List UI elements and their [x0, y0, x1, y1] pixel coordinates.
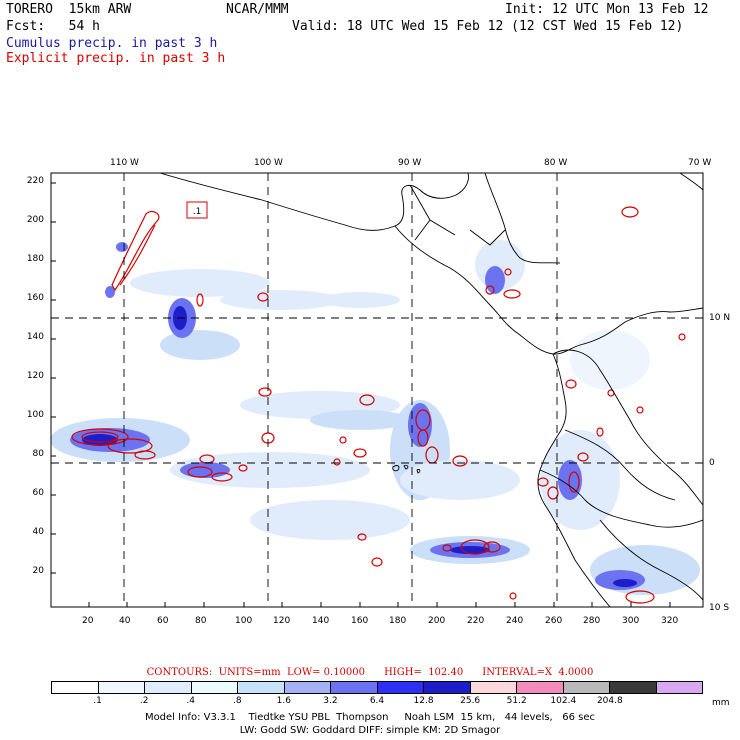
map-frame: [50, 172, 704, 608]
colorbar-cell: [144, 682, 191, 693]
colorbar-label: 1.6: [276, 696, 292, 706]
colorbar-cell: [609, 682, 656, 693]
lon-label-80w: 80 W: [544, 158, 568, 168]
y-tick: 80: [32, 449, 44, 459]
coastlines: [159, 173, 703, 607]
lon-label-100w: 100 W: [254, 158, 283, 168]
y-tick: 60: [32, 488, 44, 498]
lon-label-90w: 90 W: [398, 158, 422, 168]
y-tick: 220: [26, 176, 44, 186]
colorbar-label: 25.6: [460, 696, 481, 706]
colorbar-cell: [562, 682, 609, 693]
high-label-box: .1: [186, 201, 208, 219]
x-tick: 60: [157, 616, 169, 626]
x-tick: 240: [506, 616, 524, 626]
org-label: NCAR/MMM: [226, 2, 289, 17]
x-tick: 320: [661, 616, 679, 626]
x-tick: 120: [273, 616, 291, 626]
colorbar: [51, 681, 703, 694]
x-tick: 280: [583, 616, 601, 626]
colorbar-cell: [376, 682, 423, 693]
colorbar-label: .1: [93, 696, 102, 706]
y-tick: 40: [32, 527, 44, 537]
x-tick: 180: [389, 616, 407, 626]
colorbar-label: 6.4: [369, 696, 385, 706]
colorbar-cell: [423, 682, 470, 693]
x-tick: 200: [428, 616, 446, 626]
high-label: .1: [193, 207, 202, 217]
x-tick: 160: [351, 616, 369, 626]
colorbar-cell: [237, 682, 284, 693]
y-tick: 140: [26, 332, 44, 342]
colorbar-cell: [469, 682, 516, 693]
explicit-precip-contours: [71, 206, 686, 604]
x-tick: 140: [312, 616, 330, 626]
model-info-line2: LW: Godd SW: Goddard DIFF: simple KM: 2D…: [239, 725, 501, 736]
colorbar-label: .4: [186, 696, 195, 706]
y-tick: 100: [26, 410, 44, 420]
model-title: TORERO 15km ARW: [6, 2, 132, 17]
x-tick: 40: [119, 616, 131, 626]
colorbar-label: .8: [232, 696, 242, 706]
cumulus-precip-heavy: [82, 306, 637, 587]
colorbar-unit: mm: [712, 698, 730, 708]
x-tick: 80: [195, 616, 207, 626]
y-tick: 200: [26, 215, 44, 225]
colorbar-cell: [190, 682, 237, 693]
init-time: Init: 12 UTC Mon 13 Feb 12: [505, 2, 709, 17]
colorbar-label: 102.4: [550, 696, 577, 706]
colorbar-label: 12.8: [413, 696, 434, 706]
y-tick: 120: [26, 371, 44, 381]
lat-label-10s: 10 S: [709, 603, 730, 613]
lon-label-110w: 110 W: [110, 158, 139, 168]
colorbar-label: .2: [139, 696, 149, 706]
axis-ticks: [51, 182, 671, 607]
colorbar-cell: [52, 682, 98, 693]
legend-explicit: Explicit precip. in past 3 h: [6, 51, 226, 66]
y-tick: 160: [26, 293, 44, 303]
graticule: [51, 173, 703, 607]
valid-time: Valid: 18 UTC Wed 15 Feb 12 (12 CST Wed …: [292, 19, 684, 34]
colorbar-cell: [97, 682, 144, 693]
lat-label-0: 0: [709, 458, 715, 468]
model-info-line1: Model Info: V3.3.1 Tiedtke YSU PBL Thomp…: [144, 712, 596, 723]
colorbar-label: 3.2: [323, 696, 338, 706]
contours-info: CONTOURS: UNITS=mm LOW= 0.10000 HIGH= 10…: [146, 667, 594, 678]
colorbar-cell: [516, 682, 563, 693]
colorbar-cell: [330, 682, 377, 693]
x-tick: 220: [467, 616, 485, 626]
colorbar-cell: [283, 682, 330, 693]
y-tick: 20: [32, 566, 44, 576]
x-tick: 20: [82, 616, 94, 626]
lat-label-10n: 10 N: [709, 313, 731, 323]
colorbar-label: 51.2: [506, 696, 527, 706]
colorbar-label: 204.8: [596, 696, 623, 706]
y-tick: 180: [26, 254, 44, 264]
lon-label-70w: 70 W: [688, 158, 712, 168]
colorbar-cell: [655, 682, 702, 693]
forecast-hour: Fcst: 54 h: [6, 19, 100, 34]
cumulus-precip-areas: [51, 240, 700, 595]
x-tick: 300: [622, 616, 640, 626]
x-tick: 260: [545, 616, 563, 626]
x-tick: 100: [235, 616, 253, 626]
legend-cumulus: Cumulus precip. in past 3 h: [6, 36, 218, 51]
